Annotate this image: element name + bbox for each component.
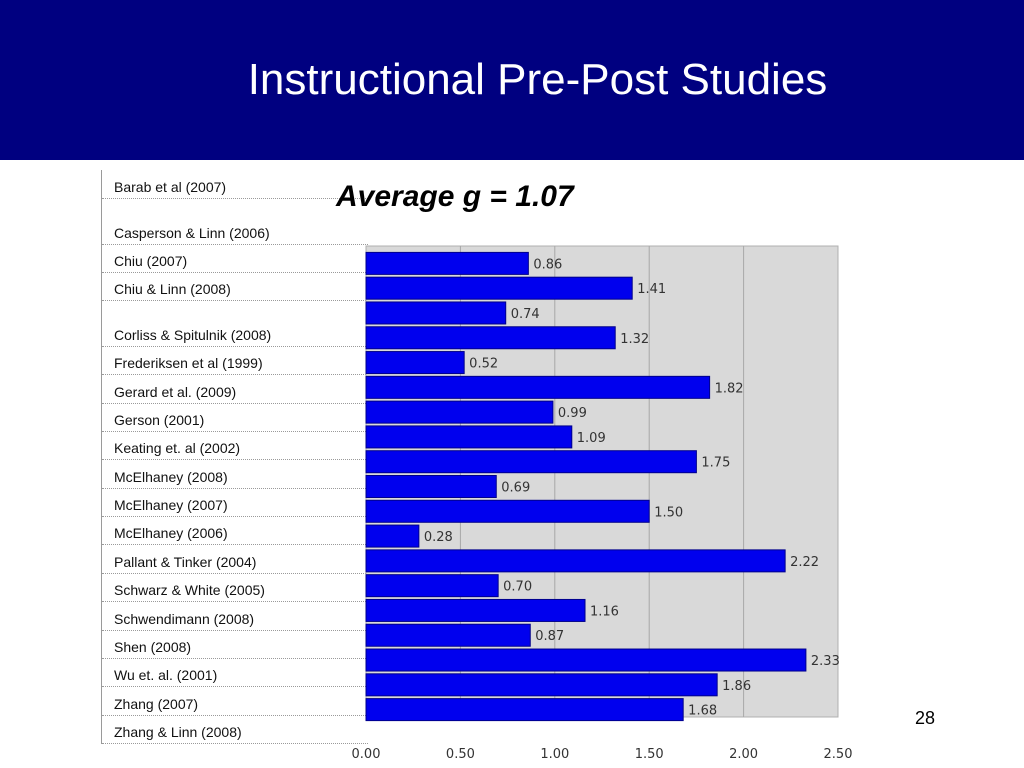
study-table: Barab et al (2007) Casperson & Linn (2006…	[101, 170, 368, 744]
bar-value-label: 1.16	[590, 604, 619, 619]
table-row: Schwendimann (2008)	[102, 602, 368, 631]
bar-value-label: 2.22	[790, 555, 819, 570]
table-row: Zhang (2007)	[102, 687, 368, 716]
bar-value-label: 0.52	[469, 357, 498, 372]
study-label: Schwarz & White (2005)	[114, 582, 265, 598]
bar	[365, 251, 529, 275]
bar-value-label: 1.32	[620, 332, 649, 347]
bar-value-label: 1.75	[701, 456, 730, 471]
bar	[365, 698, 684, 722]
table-row: Chiu & Linn (2008)	[102, 273, 368, 301]
study-label: Barab et al (2007)	[114, 179, 227, 195]
bar	[365, 301, 507, 325]
study-label: Schwendimann (2008)	[114, 611, 255, 627]
table-row: Pallant & Tinker (2004)	[102, 545, 368, 574]
bar-value-label: 1.50	[654, 505, 683, 520]
table-row: Zhang & Linn (2008)	[102, 716, 368, 744]
study-label: Gerson (2001)	[114, 412, 205, 428]
bar	[365, 475, 497, 498]
study-label: McElhaney (2008)	[114, 469, 228, 485]
x-tick-label: 1.00	[540, 747, 569, 762]
bar	[365, 574, 499, 598]
table-row: Wu et. al. (2001)	[102, 659, 368, 687]
study-label: Frederiksen et al (1999)	[114, 355, 263, 371]
table-row: Barab et al (2007)	[102, 170, 368, 199]
x-tick-label: 0.50	[446, 747, 475, 762]
bar	[365, 549, 786, 573]
bar	[365, 524, 420, 548]
bar	[365, 648, 807, 672]
bar	[365, 425, 573, 449]
table-row: Gerard et al. (2009)	[102, 375, 368, 404]
bar	[365, 673, 718, 697]
bar	[365, 623, 531, 647]
bar-value-label: 2.33	[811, 654, 840, 669]
study-label: Casperson & Linn (2006)	[114, 225, 270, 241]
bar	[365, 326, 616, 350]
x-tick-label: 1.50	[635, 747, 664, 762]
table-row: Frederiksen et al (1999)	[102, 347, 368, 375]
bar-value-label: 1.86	[722, 679, 751, 694]
bar-value-label: 0.69	[501, 481, 530, 496]
x-tick-label: 2.00	[729, 747, 758, 762]
study-label: Chiu (2007)	[114, 253, 188, 269]
bar-value-label: 0.86	[533, 257, 562, 272]
x-tick-label: 0.00	[352, 747, 381, 762]
study-label: Pallant & Tinker (2004)	[114, 554, 257, 570]
table-row: Schwarz & White (2005)	[102, 574, 368, 602]
average-label: Average g = 1.07	[336, 180, 574, 213]
bar	[365, 598, 586, 622]
bar	[365, 276, 633, 300]
study-label: Gerard et al. (2009)	[114, 384, 237, 400]
bar-value-label: 1.68	[688, 704, 717, 719]
table-row: McElhaney (2007)	[102, 489, 368, 517]
bar-value-label: 0.99	[558, 406, 587, 421]
table-row: McElhaney (2006)	[102, 517, 368, 545]
table-row: Chiu (2007)	[102, 245, 368, 273]
study-label: Zhang (2007)	[114, 696, 199, 712]
study-label: Chiu & Linn (2008)	[114, 281, 231, 297]
bar-value-label: 1.41	[637, 282, 666, 297]
table-row: McElhaney (2008)	[102, 460, 368, 489]
bar	[365, 450, 697, 474]
bar-value-label: 0.70	[503, 580, 532, 595]
study-label: Zhang & Linn (2008)	[114, 724, 242, 740]
x-tick-label: 2.50	[824, 747, 853, 762]
page-number: 28	[915, 708, 936, 728]
bar-value-label: 0.28	[424, 530, 453, 545]
study-label: Wu et. al. (2001)	[114, 667, 218, 683]
study-label: Shen (2008)	[114, 639, 192, 655]
study-label: Keating et. al (2002)	[114, 440, 241, 456]
study-label: McElhaney (2007)	[114, 497, 228, 513]
bar	[365, 400, 554, 424]
table-row: Casperson & Linn (2006)	[102, 199, 368, 245]
bar-value-label: 0.87	[535, 629, 564, 644]
table-row: Corliss & Spitulnik (2008)	[102, 301, 368, 347]
bar	[365, 375, 711, 399]
slide-title: Instructional Pre-Post Studies	[247, 55, 828, 104]
study-label: McElhaney (2006)	[114, 525, 228, 541]
header-bar: Instructional Pre-Post Studies	[0, 0, 1024, 160]
bar	[365, 351, 465, 375]
bar	[365, 499, 650, 523]
table-row: Gerson (2001)	[102, 404, 368, 432]
bar-value-label: 1.09	[577, 431, 606, 446]
study-label: Corliss & Spitulnik (2008)	[114, 327, 272, 343]
table-row: Shen (2008)	[102, 631, 368, 659]
bar-value-label: 0.74	[511, 307, 540, 322]
table-row: Keating et. al (2002)	[102, 432, 368, 460]
bar-value-label: 1.82	[715, 381, 744, 396]
